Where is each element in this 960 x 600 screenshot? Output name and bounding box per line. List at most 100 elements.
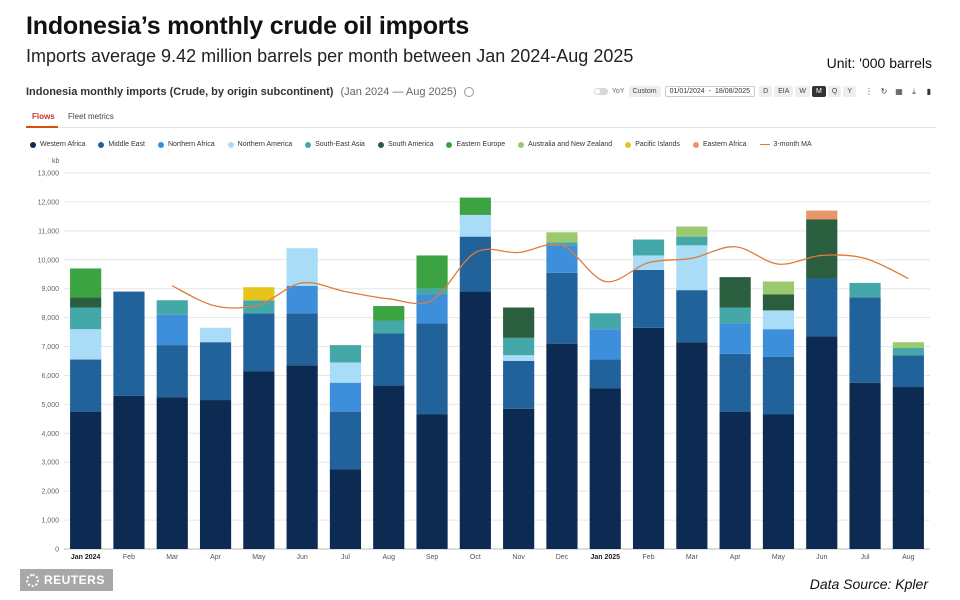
yoy-label: YoY <box>611 88 625 95</box>
bar-segment <box>849 282 881 298</box>
x-tick-label: Dec <box>556 554 569 561</box>
bar-segment <box>892 355 924 388</box>
bar-segment <box>762 414 795 549</box>
grid-icon[interactable]: ▦ <box>895 86 903 96</box>
x-tick-label: May <box>252 554 266 561</box>
legend-label: Western Africa <box>40 141 86 148</box>
legend-item[interactable]: Eastern Africa <box>692 141 747 148</box>
bar-segment <box>329 345 362 363</box>
x-tick-label: Mar <box>166 554 179 561</box>
bar-segment <box>546 232 578 243</box>
y-tick-label: 12,000 <box>38 199 60 206</box>
bar-segment <box>416 323 448 415</box>
period-button-q[interactable]: Q <box>827 86 842 97</box>
chart-toolbar: YoY Custom 01/01/2024 - 18/08/2025 D EIA W… <box>593 86 934 97</box>
x-tick-label: Feb <box>123 554 135 561</box>
bar-segment <box>719 353 751 412</box>
legend-swatch <box>157 141 164 148</box>
legend-item-moving-average[interactable]: 3-month MA <box>759 141 812 148</box>
x-tick-label: Jan 2025 <box>590 554 620 561</box>
bar-segment <box>849 297 881 383</box>
more-icon[interactable]: ⋮ <box>865 86 873 96</box>
bar-segment <box>243 313 275 372</box>
bar-segment <box>892 342 924 348</box>
bar-segment <box>70 307 102 330</box>
legend-swatch <box>377 141 384 148</box>
bar-segment <box>546 245 578 273</box>
period-button-eia[interactable]: EIA <box>774 86 794 97</box>
bar-segment <box>806 210 838 220</box>
bar-segment <box>373 306 405 321</box>
bar-segment <box>199 400 232 549</box>
bar-segment <box>243 287 275 301</box>
bar-segment <box>676 290 708 343</box>
legend-item[interactable]: Northern Africa <box>157 141 215 148</box>
x-tick-label: Jun <box>816 554 827 561</box>
download-icon[interactable]: ⤓ <box>912 86 916 96</box>
active-tab-underline <box>26 126 58 128</box>
legend-item[interactable]: South America <box>377 141 433 148</box>
bar-segment <box>762 294 795 311</box>
legend-label: Eastern Africa <box>702 141 747 148</box>
bar-segment <box>503 408 535 549</box>
bar-segment <box>199 327 232 343</box>
x-tick-label: Jan 2024 <box>71 554 101 561</box>
legend-item[interactable]: Middle East <box>98 141 145 148</box>
info-icon[interactable] <box>463 87 474 98</box>
yoy-toggle[interactable] <box>593 88 608 95</box>
legend-item[interactable]: Australia and New Zealand <box>518 141 612 148</box>
bar-segment <box>762 310 795 330</box>
legend-item[interactable]: Pacific Islands <box>625 141 680 148</box>
period-button-m[interactable]: M <box>812 86 826 97</box>
refresh-icon[interactable]: ↻ <box>880 86 888 96</box>
legend-item[interactable]: South-East Asia <box>305 141 365 148</box>
tab-flows[interactable]: Flows <box>32 112 55 121</box>
reuters-logo: REUTERS <box>20 569 113 591</box>
legend-swatch <box>305 141 312 148</box>
period-button-w[interactable]: W <box>795 86 811 97</box>
tab-fleet-metrics[interactable]: Fleet metrics <box>68 112 114 121</box>
x-tick-label: Feb <box>643 554 655 561</box>
bar-segment <box>632 327 665 549</box>
bar-segment <box>676 226 708 237</box>
x-tick-label: Jun <box>297 554 308 561</box>
bar-segment <box>589 388 621 549</box>
bar-segment <box>589 313 621 330</box>
legend-item[interactable]: Northern America <box>227 141 293 148</box>
legend-label: Pacific Islands <box>635 141 680 148</box>
date-range-input[interactable]: 01/01/2024 - 18/08/2025 <box>664 86 756 97</box>
bar-segment <box>329 469 362 549</box>
x-tick-label: Apr <box>730 554 742 561</box>
custom-range-button[interactable]: Custom <box>628 86 661 97</box>
tab-bar: Flows Fleet metrics <box>26 106 936 128</box>
legend-swatch <box>625 141 632 148</box>
brand-name: REUTERS <box>44 573 105 587</box>
bar-segment <box>459 214 491 237</box>
panel-title-text: Indonesia monthly imports (Crude, by ori… <box>26 86 334 98</box>
legend-label: Northern America <box>237 141 293 148</box>
bar-segment <box>373 385 405 549</box>
bar-segment <box>416 255 448 289</box>
y-tick-label: 0 <box>55 547 59 554</box>
bar-segment <box>70 411 102 549</box>
bookmark-icon[interactable]: ▮ <box>926 86 932 96</box>
y-tick-label: 11,000 <box>38 228 59 235</box>
period-button-d[interactable]: D <box>759 86 773 97</box>
bar-segment <box>762 281 795 295</box>
x-tick-label: Oct <box>470 554 481 561</box>
bar-segment <box>373 320 405 334</box>
x-tick-label: Jul <box>341 554 350 561</box>
legend-item[interactable]: Western Africa <box>30 141 85 148</box>
legend-item[interactable]: Eastern Europe <box>446 141 505 148</box>
y-tick-label: 5,000 <box>41 402 59 409</box>
period-button-y[interactable]: Y <box>843 86 856 97</box>
legend-label: Northern Africa <box>167 141 215 148</box>
bar-segment <box>676 245 708 291</box>
bar-segment <box>70 297 102 308</box>
bar-segment <box>416 288 448 295</box>
bar-segment <box>503 361 535 409</box>
x-tick-label: Aug <box>902 554 915 561</box>
bar-segment <box>156 397 188 549</box>
y-tick-label: 13,000 <box>38 171 60 178</box>
bar-segment <box>286 285 318 314</box>
